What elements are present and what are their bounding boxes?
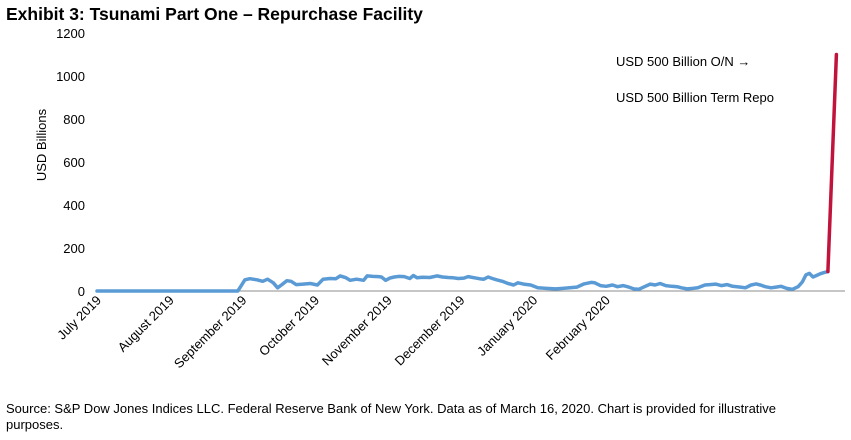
annotation-term-repo: USD 500 Billion Term Repo: [616, 90, 774, 105]
y-axis: 0 200 400 600 800 1000 1200: [56, 26, 85, 299]
y-tick-label: 200: [63, 241, 85, 256]
x-tick-label: September 2019: [171, 293, 250, 372]
x-tick-label: November 2019: [319, 293, 395, 369]
repo-facility-chart: 0 200 400 600 800 1000 1200 July 2019 August 20…: [34, 26, 845, 372]
chart-title: Exhibit 3: Tsunami Part One – Repurchase…: [6, 4, 423, 24]
source-note: Source: S&P Dow Jones Indices LLC. Feder…: [6, 401, 777, 432]
x-tick-label: August 2019: [115, 293, 177, 355]
y-tick-label: 800: [63, 112, 85, 127]
y-tick-label: 1000: [56, 69, 85, 84]
y-tick-label: 1200: [56, 26, 85, 41]
y-axis-label: USD Billions: [34, 108, 49, 181]
x-tick-label: December 2019: [392, 293, 468, 369]
y-tick-label: 0: [78, 284, 85, 299]
x-tick-label: January 2020: [474, 293, 540, 359]
x-tick-label: October 2019: [256, 293, 322, 359]
x-tick-label: July 2019: [54, 293, 104, 343]
y-tick-label: 400: [63, 198, 85, 213]
series-line-facility-spike: [826, 52, 839, 274]
series-line-repo: [95, 269, 830, 293]
y-tick-label: 600: [63, 155, 85, 170]
series-layer: [95, 52, 839, 293]
x-tick-label: February 2020: [543, 293, 613, 363]
annotation-overnight: USD 500 Billion O/N →: [616, 54, 750, 69]
